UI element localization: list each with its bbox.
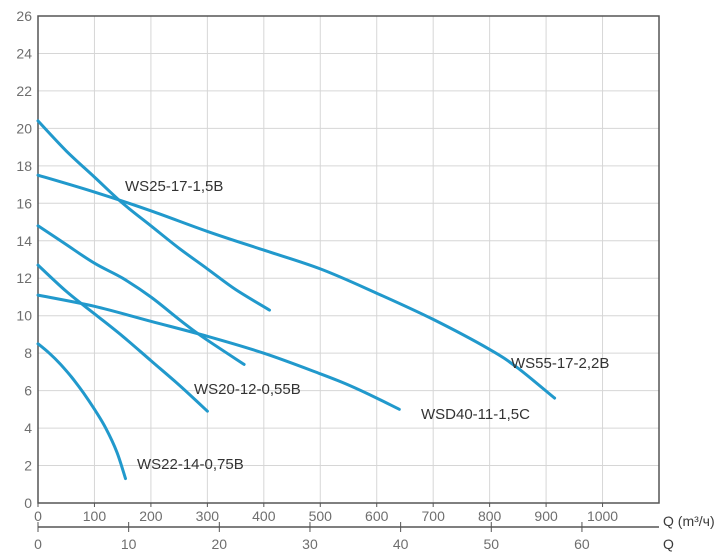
series-label-ws20-12-0-55b: WS20-12-0,55B [194, 381, 301, 398]
curve-ws25-17-1-5b [36, 119, 271, 312]
x-axis-ticks: 0 100 200 300 400 500 600 700 800 900 1000 [34, 503, 618, 524]
x2-tick-label: 10 [121, 536, 137, 552]
x-tick-label: 900 [534, 508, 558, 524]
y-tick-label: 2 [24, 458, 32, 474]
curve-ws22-14-0-75b [36, 342, 127, 481]
y-tick-label: 8 [24, 345, 32, 361]
y-tick-label: 26 [16, 8, 32, 24]
x-tick-label: 500 [309, 508, 333, 524]
x-tick-label: 200 [139, 508, 163, 524]
x-tick-label: 100 [83, 508, 107, 524]
x-tick-label: 600 [365, 508, 389, 524]
series-label-ws25-17-1-5b: WS25-17-1,5B [125, 178, 223, 195]
y-tick-label: 12 [16, 270, 32, 286]
curve-ws20-12-0-55b [36, 263, 209, 413]
plot-frame [37, 15, 660, 504]
y-tick-label: 0 [24, 495, 32, 511]
grid [37, 15, 659, 504]
x-axis-label: Q (m³/ч) [663, 513, 715, 529]
x-tick-label: 300 [196, 508, 220, 524]
series-label-ws55-17-2-2b: WS55-17-2,2B [511, 355, 609, 372]
x2-tick-label: 40 [393, 536, 409, 552]
y-tick-label: 14 [16, 233, 32, 249]
y-tick-label: 4 [24, 420, 32, 436]
y-tick-label: 20 [16, 120, 32, 136]
curve-wsd40-11-1-5c [36, 293, 401, 411]
y-tick-label: 10 [16, 308, 32, 324]
x2-tick-label: 50 [483, 536, 499, 552]
y-tick-label: 22 [16, 83, 32, 99]
x2-tick-label: 60 [574, 536, 590, 552]
y-tick-label: 16 [16, 195, 32, 211]
x2-tick-label: 30 [302, 536, 318, 552]
x-tick-label: 800 [478, 508, 502, 524]
series-label-ws22-14-0-75b: WS22-14-0,75B [137, 456, 244, 473]
x2-tick-label: 20 [212, 536, 228, 552]
series-labels: WS25-17-1,5B WS55-17-2,2B WS20-12-0,55B WSD… [125, 178, 609, 473]
y-tick-label: 24 [16, 45, 32, 61]
series-curves [36, 119, 557, 481]
x-tick-label: 0 [34, 508, 42, 524]
curve-ws55-17-2-2b [36, 173, 557, 400]
x-tick-label: 700 [422, 508, 446, 524]
x-tick-label: 400 [252, 508, 276, 524]
series-label-wsd40-11-1-5c: WSD40-11-1,5C [421, 406, 530, 423]
secondary-x-axis-ticks: 0 10 20 30 40 50 60 [34, 522, 590, 552]
curve-unnamed [36, 224, 246, 366]
y-tick-label: 6 [24, 383, 32, 399]
y-tick-label: 18 [16, 158, 32, 174]
x-tick-label: 1000 [587, 508, 618, 524]
x2-tick-label: 0 [34, 536, 42, 552]
secondary-x-axis-label: Q [663, 536, 674, 552]
